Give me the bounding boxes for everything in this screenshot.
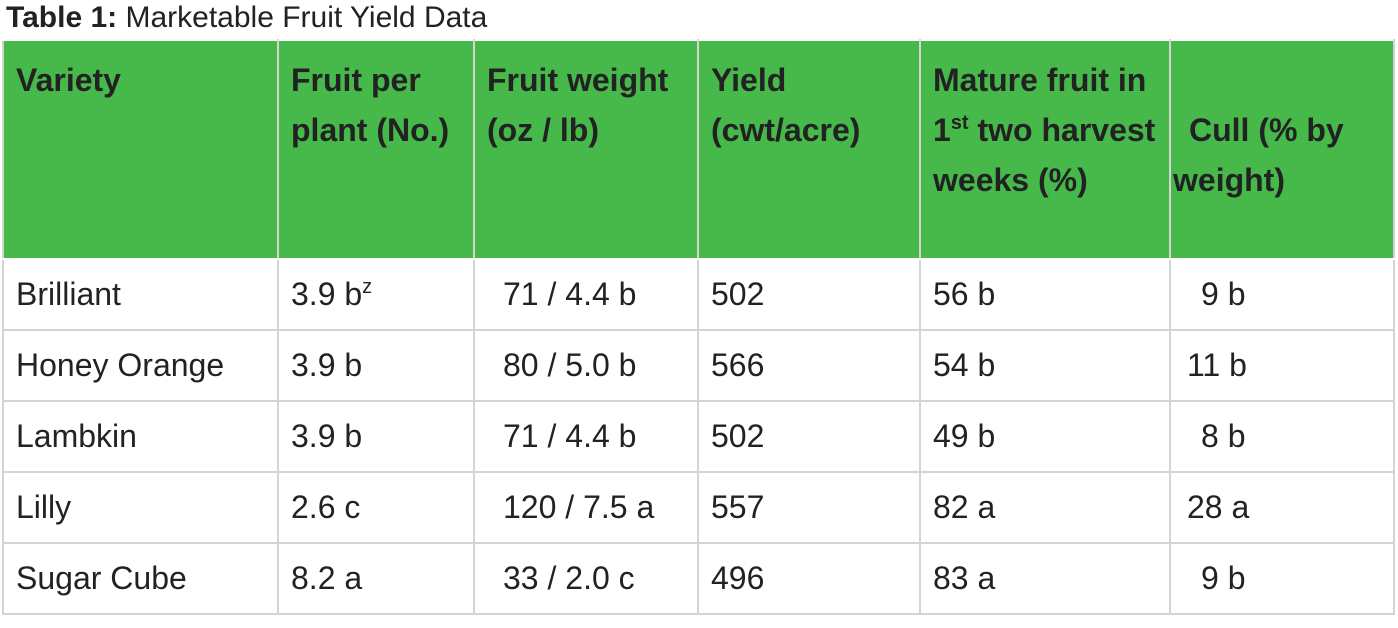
cell-text: 557 [711,489,765,525]
table-cell: Brilliant [2,258,279,331]
cell-text: 8.2 a [291,560,363,596]
table-cell: 9 b [1169,258,1395,331]
cell-text: 502 [711,418,765,454]
cell-text: 71 / 4.4 b [503,418,637,454]
table-cell: 557 [697,471,921,544]
cell-text: 2.6 c [291,489,361,525]
superscript: st [950,112,969,134]
header-cell: Variety [2,39,279,260]
cell-text: 71 / 4.4 b [503,276,637,312]
cell-text: Lambkin [16,418,137,454]
caption-text: Marketable Fruit Yield Data [125,1,488,34]
table-cell: Lilly [2,471,279,544]
header-cell: Mature fruit in 1st two harvest weeks (%… [919,39,1171,260]
cell-text: Lilly [16,489,72,525]
table-cell: 71 / 4.4 b [473,258,699,331]
table-cell: 49 b [919,400,1171,473]
cell-text: 120 / 7.5 a [503,489,655,525]
cell-text: 502 [711,276,765,312]
cell-text: 54 b [933,347,996,383]
table-cell: 9 b [1169,542,1395,615]
cell-text: 566 [711,347,765,383]
table-row: Brilliant 3.9 bz 71 / 4.4 b 502 56 b 9 b [2,258,1395,331]
cell-text: 28 a [1187,489,1250,525]
table-cell: 3.9 b [277,400,475,473]
table-cell: 83 a [919,542,1171,615]
cell-text: Honey Orange [16,347,225,383]
table-cell: 71 / 4.4 b [473,400,699,473]
cell-text: Fruit per plant (No.) [291,62,450,148]
header-cell: Yield (cwt/acre) [697,39,921,260]
cell-text: 8 b [1201,418,1246,454]
cell-text: 11 b [1187,347,1247,383]
table-cell: 3.9 bz [277,258,475,331]
table-caption: Table 1: Marketable Fruit Yield Data [6,0,487,36]
table-cell: 496 [697,542,921,615]
cell-text: 80 / 5.0 b [503,347,637,383]
table-cell: 33 / 2.0 c [473,542,699,615]
cell-text: Cull (% by weight) [1173,112,1344,198]
table-cell: 8.2 a [277,542,475,615]
cell-text: 82 a [933,489,996,525]
cell-text: Brilliant [16,276,121,312]
cell-text: Variety [16,62,121,98]
cell-text: 9 b [1201,560,1246,596]
table-cell: 80 / 5.0 b [473,329,699,402]
cell-text: 3.9 b [291,276,363,312]
table-row: Lilly 2.6 c 120 / 7.5 a 557 82 a 28 a [2,471,1395,544]
cell-text: 3.9 b [291,347,363,383]
cell-text: 49 b [933,418,996,454]
cell-text: 3.9 b [291,418,363,454]
cell-text: Yield (cwt/acre) [711,62,861,148]
table-cell: 28 a [1169,471,1395,544]
cell-text: 83 a [933,560,996,596]
header-cell: Fruit weight (oz / lb) [473,39,699,260]
table-cell: 566 [697,329,921,402]
table-row: Sugar Cube 8.2 a 33 / 2.0 c 496 83 a 9 b [2,542,1395,615]
table-cell: 82 a [919,471,1171,544]
caption-label: Table 1: [6,1,118,34]
table-cell: 54 b [919,329,1171,402]
table-row: Lambkin 3.9 b 71 / 4.4 b 502 49 b 8 b [2,400,1395,473]
table-cell: Honey Orange [2,329,279,402]
table-cell: 502 [697,258,921,331]
table-row: Honey Orange 3.9 b 80 / 5.0 b 566 54 b 11 b [2,329,1395,402]
table-cell: Lambkin [2,400,279,473]
cell-text: 56 b [933,276,996,312]
table-cell: Sugar Cube [2,542,279,615]
table-cell: 11 b [1169,329,1395,402]
cell-text: Mature fruit in 1 [933,62,1147,148]
superscript: z [362,276,373,298]
table-cell: 56 b [919,258,1171,331]
header-cell: Cull (% by weight) [1169,39,1395,260]
yield-table: Variety Fruit per plant (No.) Fruit weight… [2,39,1395,615]
table-cell: 120 / 7.5 a [473,471,699,544]
cell-text: 33 / 2.0 c [503,560,635,596]
cell-text: two harvest weeks (%) [933,112,1156,198]
cell-text: 9 b [1201,276,1246,312]
table-cell: 8 b [1169,400,1395,473]
header-row: Variety Fruit per plant (No.) Fruit weight… [2,39,1395,260]
cell-text: Fruit weight (oz / lb) [487,62,669,148]
table-cell: 2.6 c [277,471,475,544]
header-cell: Fruit per plant (No.) [277,39,475,260]
table-cell: 3.9 b [277,329,475,402]
table-cell: 502 [697,400,921,473]
cell-text: Sugar Cube [16,560,187,596]
cell-text: 496 [711,560,765,596]
